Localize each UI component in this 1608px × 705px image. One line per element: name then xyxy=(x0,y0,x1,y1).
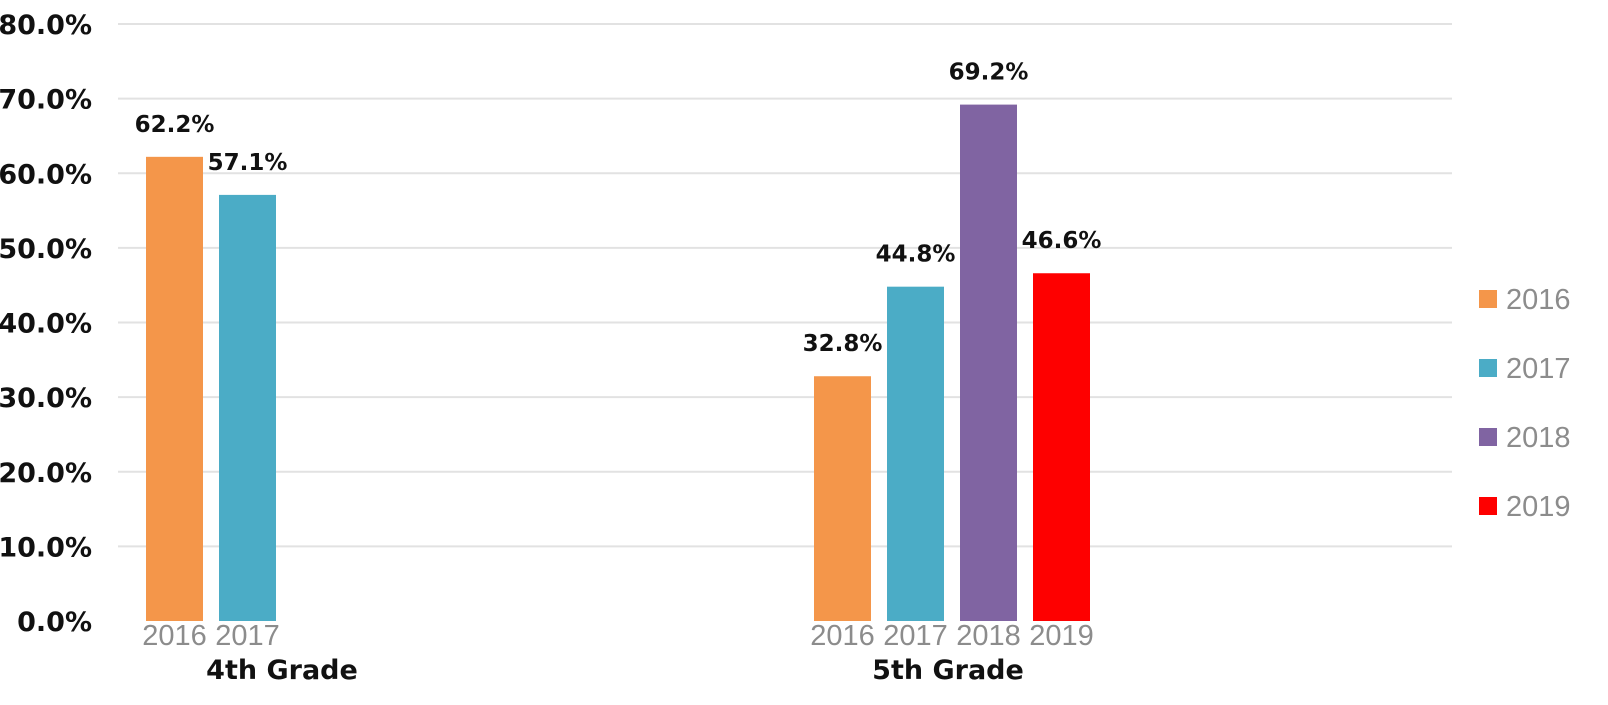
y-tick-label: 60.0% xyxy=(0,159,92,190)
legend-swatch xyxy=(1479,497,1497,515)
bar xyxy=(219,194,276,622)
legend-item: 2018 xyxy=(1479,422,1571,454)
bar xyxy=(146,156,203,621)
legend-label: 2017 xyxy=(1506,353,1571,385)
bar xyxy=(1033,273,1090,621)
x-axis-tick-labels: 2016 2017 2016 2017 2018 2019 xyxy=(142,620,1094,652)
group-label: 5th Grade xyxy=(872,655,1024,686)
legend-item: 2016 xyxy=(1479,284,1571,316)
x-tick-label: 2016 xyxy=(810,620,875,652)
legend-label: 2016 xyxy=(1506,284,1571,316)
x-tick-label: 2017 xyxy=(215,620,280,652)
bars xyxy=(146,104,1090,622)
data-label: 44.8% xyxy=(876,242,956,268)
x-tick-label: 2019 xyxy=(1029,620,1094,652)
x-tick-label: 2018 xyxy=(956,620,1021,652)
bar xyxy=(960,104,1017,622)
x-tick-label: 2017 xyxy=(883,620,948,652)
legend-swatch xyxy=(1479,359,1497,377)
y-axis-tick-labels: 0.0% 10.0% 20.0% 30.0% 40.0% 50.0% 60.0% 70.0% 8… xyxy=(0,10,92,638)
y-tick-label: 20.0% xyxy=(0,458,92,489)
y-tick-label: 50.0% xyxy=(0,234,92,265)
y-tick-label: 40.0% xyxy=(0,309,92,340)
legend-swatch xyxy=(1479,290,1497,308)
gridlines xyxy=(118,23,1452,548)
group-labels: 4th Grade 5th Grade xyxy=(206,655,1024,686)
bar xyxy=(887,286,944,621)
data-label: 62.2% xyxy=(135,112,215,138)
y-tick-label: 10.0% xyxy=(0,532,92,563)
legend-label: 2018 xyxy=(1506,422,1571,454)
data-label: 57.1% xyxy=(208,150,288,176)
y-tick-label: 0.0% xyxy=(17,607,92,638)
legend-item: 2019 xyxy=(1479,491,1571,523)
data-label: 46.6% xyxy=(1022,228,1102,254)
data-labels: 62.2% 57.1% 32.8% 44.8% 69.2% 46.6% xyxy=(135,60,1102,358)
legend-label: 2019 xyxy=(1506,491,1571,523)
y-tick-label: 80.0% xyxy=(0,10,92,41)
legend-swatch xyxy=(1479,428,1497,446)
y-tick-label: 70.0% xyxy=(0,85,92,116)
y-tick-label: 30.0% xyxy=(0,383,92,414)
legend-item: 2017 xyxy=(1479,353,1571,385)
legend: 2016 2017 2018 2019 xyxy=(1479,284,1571,523)
data-label: 32.8% xyxy=(803,331,883,357)
x-tick-label: 2016 xyxy=(142,620,207,652)
data-label: 69.2% xyxy=(949,60,1029,86)
group-label: 4th Grade xyxy=(206,655,358,686)
bar xyxy=(814,376,871,621)
